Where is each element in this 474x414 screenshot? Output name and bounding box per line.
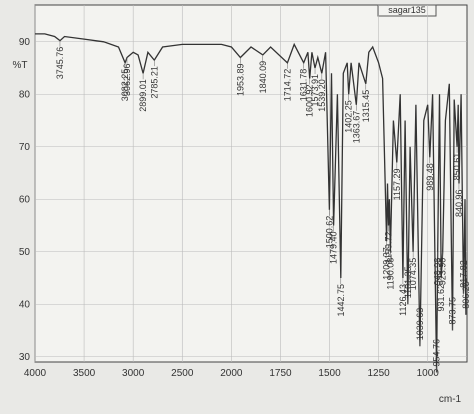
peak-label: 1126.43	[398, 284, 408, 316]
peak-label: 3745.76	[55, 47, 65, 80]
title-box	[377, 4, 437, 17]
y-axis-label: %T	[13, 60, 28, 71]
x-tick-label: 4000	[24, 368, 47, 379]
peak-label: 873.75	[448, 297, 458, 325]
x-tick-label: 1500	[318, 368, 341, 379]
peak-label: 1840.09	[258, 61, 268, 94]
peak-label: 1442.75	[336, 284, 346, 317]
peak-label: 948.98	[433, 258, 443, 286]
x-tick-label: 2500	[171, 368, 194, 379]
y-tick-label: 70	[19, 142, 31, 153]
y-tick-label: 50	[19, 247, 31, 258]
peak-label: 1363.67	[351, 111, 361, 144]
peak-label: 1157.29	[392, 169, 402, 201]
x-tick-label: 3000	[122, 368, 145, 379]
peak-label: 931.62	[436, 284, 446, 312]
peak-label: 1714.72	[282, 69, 292, 102]
x-tick-label: 1750	[269, 368, 292, 379]
y-tick-label: 80	[19, 89, 31, 100]
peak-label: 2785.21	[149, 66, 159, 99]
peak-label: 840.96	[454, 190, 464, 218]
peak-label: 923.90	[438, 258, 448, 286]
x-tick-label: 1250	[368, 368, 391, 379]
y-tick-label: 30	[19, 352, 31, 363]
y-tick-label: 60	[19, 194, 31, 205]
peak-label: 1101.35	[403, 266, 413, 298]
peak-label: 3062.96	[122, 64, 132, 97]
peak-label: 1190.08	[385, 258, 395, 290]
peak-label: 806.25	[461, 281, 471, 309]
chart-title: sagar135	[388, 5, 426, 15]
peak-label: 1402.25	[344, 100, 354, 133]
peak-label: 2899.01	[138, 79, 148, 112]
peak-label: 1074.35	[408, 258, 418, 291]
peak-label: 1573.91	[310, 74, 320, 107]
peak-label: 1039.63	[415, 308, 425, 341]
peak-label: 1631.78	[299, 69, 309, 102]
y-tick-label: 90	[19, 37, 31, 48]
x-tick-label: 1000	[417, 368, 440, 379]
peak-label: 850.61	[452, 153, 462, 181]
plot-area	[34, 4, 468, 363]
peak-label: 1479.40	[329, 232, 339, 265]
peak-label: 1953.89	[235, 64, 245, 97]
peak-label: 954.76	[432, 339, 442, 367]
y-tick-label: 40	[19, 299, 31, 310]
peak-label: 1500.62	[324, 216, 334, 249]
x-tick-label: 3500	[73, 368, 96, 379]
peak-label: 1315.45	[361, 90, 371, 123]
peak-label: 3082.25	[120, 69, 130, 102]
peak-label: 817.82	[459, 260, 469, 288]
peak-label: 989.48	[425, 163, 435, 191]
peak-label: 1199.72	[384, 232, 394, 264]
peak-label: 1600.92	[305, 85, 315, 118]
peak-label: 1539.20	[317, 79, 327, 112]
peak-label: 1209.37	[382, 247, 392, 280]
x-axis-label: cm-1	[439, 394, 462, 405]
x-tick-label: 2000	[220, 368, 243, 379]
